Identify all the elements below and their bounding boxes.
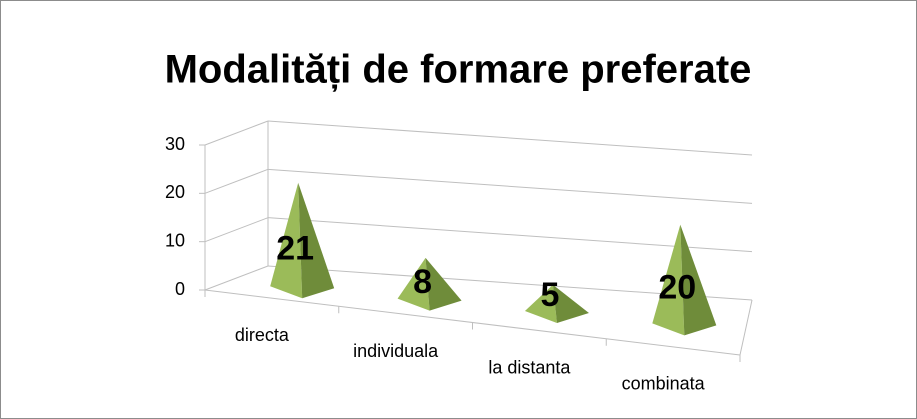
- pyramid-face: [524, 284, 557, 323]
- pyramid-face: [270, 182, 303, 299]
- grid-line: [204, 168, 269, 194]
- y-tick-label: 0: [175, 279, 185, 299]
- pyramid: [270, 182, 335, 299]
- pyramid: [397, 257, 462, 311]
- grid-line: [204, 265, 269, 291]
- grid-line: [204, 217, 269, 243]
- grid-line: [267, 120, 753, 156]
- data-label: 5: [540, 276, 559, 314]
- floor-edge: [739, 299, 753, 356]
- pyramid-face: [552, 284, 589, 323]
- x-tick-label: individuala: [353, 341, 439, 361]
- data-label: 21: [276, 230, 314, 268]
- pyramid-face: [397, 257, 430, 311]
- x-tick-label: combinata: [622, 374, 706, 394]
- grid-line: [267, 168, 753, 204]
- x-tick-label: la distanta: [488, 357, 571, 377]
- pyramid-face: [680, 224, 717, 336]
- pyramid: [524, 284, 589, 323]
- y-tick-label: 20: [165, 182, 185, 202]
- pyramid-face: [298, 182, 335, 299]
- grid-line: [267, 217, 753, 253]
- data-label: 20: [658, 268, 696, 306]
- x-tick-label: directa: [235, 325, 290, 345]
- pyramid-face: [652, 224, 685, 336]
- pyramid: [652, 224, 717, 336]
- grid-line: [204, 120, 269, 146]
- y-tick-label: 10: [165, 230, 185, 250]
- y-tick-label: 30: [165, 134, 185, 154]
- chart-title: Modalități de formare preferate: [165, 48, 752, 92]
- data-label: 8: [413, 263, 432, 301]
- pyramid-face: [425, 257, 462, 311]
